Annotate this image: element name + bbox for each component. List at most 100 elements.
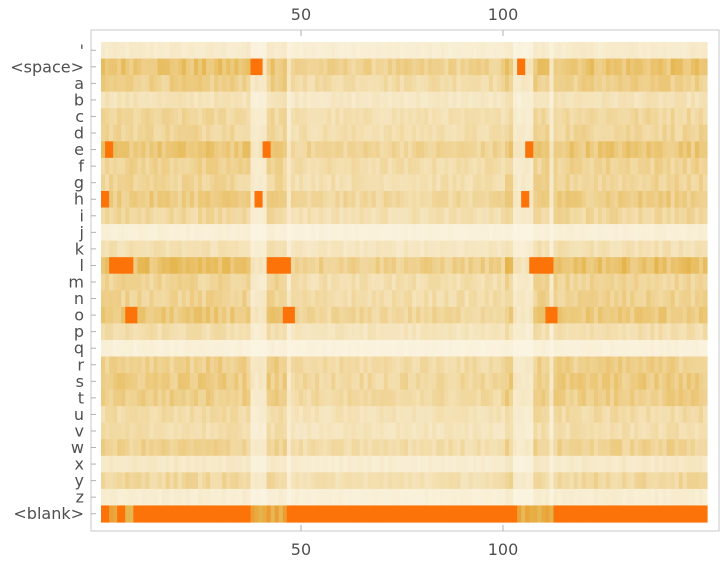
- heatmap-cell: [351, 505, 357, 523]
- heatmap-cell: [222, 157, 227, 176]
- heatmap-cell: [460, 323, 466, 341]
- heatmap-cell: [468, 406, 474, 424]
- heatmap-cell: [250, 42, 256, 60]
- heatmap-cell: [444, 306, 450, 324]
- heatmap-cell: [343, 273, 349, 291]
- heatmap-cell: [448, 323, 454, 341]
- heatmap-cell: [468, 141, 474, 159]
- heatmap-cell: [294, 505, 300, 523]
- heatmap-cell: [129, 488, 134, 507]
- heatmap-cell: [593, 124, 599, 142]
- heatmap-cell: [335, 190, 340, 209]
- heatmap-cell: [573, 91, 579, 109]
- heatmap-cell: [569, 240, 575, 258]
- heatmap-cell: [690, 356, 696, 374]
- heatmap-cell: [581, 42, 587, 60]
- heatmap-cell: [250, 108, 256, 126]
- heatmap-cell: [177, 373, 183, 391]
- heatmap-cell: [533, 157, 538, 176]
- heatmap-cell: [383, 273, 389, 291]
- heatmap-cell: [472, 42, 478, 60]
- heatmap-cell: [387, 273, 393, 291]
- heatmap-cell: [202, 273, 207, 291]
- heatmap-cell: [109, 472, 114, 490]
- heatmap-cell: [359, 42, 365, 60]
- heatmap-cell: [424, 439, 429, 457]
- heatmap-cell: [226, 323, 231, 341]
- heatmap-cell: [117, 339, 122, 358]
- heatmap-cell: [173, 505, 179, 523]
- heatmap-cell: [165, 75, 171, 93]
- heatmap-cell: [618, 323, 623, 341]
- heatmap-cell: [666, 472, 672, 490]
- heatmap-cell: [666, 323, 672, 341]
- heatmap-cell: [408, 91, 413, 109]
- heatmap-cell: [250, 174, 256, 192]
- heatmap-cell: [137, 422, 142, 440]
- heatmap-cell: [351, 157, 357, 176]
- heatmap-cell: [573, 157, 579, 176]
- heatmap-cell: [383, 488, 389, 507]
- heatmap-cell: [395, 108, 401, 126]
- heatmap-cell: [177, 108, 183, 126]
- heatmap-cell: [113, 224, 118, 242]
- heatmap-cell: [678, 108, 684, 126]
- heatmap-cell: [517, 339, 522, 358]
- heatmap-cell: [452, 422, 458, 440]
- heatmap-cell: [646, 207, 652, 225]
- heatmap-cell: [351, 472, 357, 490]
- heatmap-cell: [202, 406, 207, 424]
- heatmap-cell: [638, 124, 643, 142]
- heatmap-cell: [278, 42, 284, 60]
- heatmap-cell: [363, 75, 369, 93]
- heatmap-cell: [258, 141, 264, 159]
- heatmap-cell: [307, 224, 312, 242]
- heatmap-cell: [359, 323, 365, 341]
- heatmap-cell: [702, 488, 708, 507]
- heatmap-cell: [581, 174, 587, 192]
- heatmap-cell: [601, 273, 607, 291]
- heatmap-cell: [282, 257, 288, 275]
- heatmap-cell: [355, 422, 361, 440]
- heatmap-cell: [630, 240, 635, 258]
- heatmap-cell: [646, 488, 652, 507]
- heatmap-cell: [408, 356, 413, 374]
- heatmap-cell: [662, 190, 668, 209]
- heatmap-cell: [367, 141, 373, 159]
- heatmap-cell: [690, 472, 696, 490]
- heatmap-cell: [549, 488, 555, 507]
- heatmap-cell: [149, 472, 155, 490]
- heatmap-cell: [307, 373, 312, 391]
- heatmap-cell: [133, 207, 138, 225]
- heatmap-cell: [189, 257, 195, 275]
- heatmap-cell: [496, 422, 502, 440]
- heatmap-cell: [444, 455, 450, 473]
- heatmap-cell: [484, 472, 490, 490]
- heatmap-cell: [464, 488, 470, 507]
- heatmap-cell: [509, 406, 514, 424]
- heatmap-cell: [129, 91, 134, 109]
- heatmap-cell: [460, 240, 466, 258]
- y-tick-label: y: [75, 471, 84, 490]
- heatmap-cell: [505, 91, 510, 109]
- heatmap-cell: [698, 75, 704, 93]
- heatmap-cell: [307, 406, 312, 424]
- heatmap-cell: [541, 91, 546, 109]
- heatmap-cell: [505, 58, 510, 76]
- heatmap-cell: [383, 323, 389, 341]
- heatmap-cell: [335, 42, 340, 60]
- heatmap-cell: [218, 42, 223, 60]
- heatmap-cell: [424, 422, 429, 440]
- heatmap-cell: [561, 406, 567, 424]
- y-tick-label: m: [68, 273, 84, 292]
- heatmap-cell: [517, 389, 522, 407]
- heatmap-cell: [557, 455, 563, 473]
- heatmap-cell: [436, 224, 441, 242]
- heatmap-cell: [658, 306, 664, 324]
- heatmap-cell: [327, 224, 332, 242]
- heatmap-cell: [230, 505, 235, 523]
- heatmap-cell: [509, 58, 514, 76]
- heatmap-cell: [234, 505, 239, 523]
- y-tick-label: v: [75, 421, 84, 440]
- heatmap-cell: [581, 240, 587, 258]
